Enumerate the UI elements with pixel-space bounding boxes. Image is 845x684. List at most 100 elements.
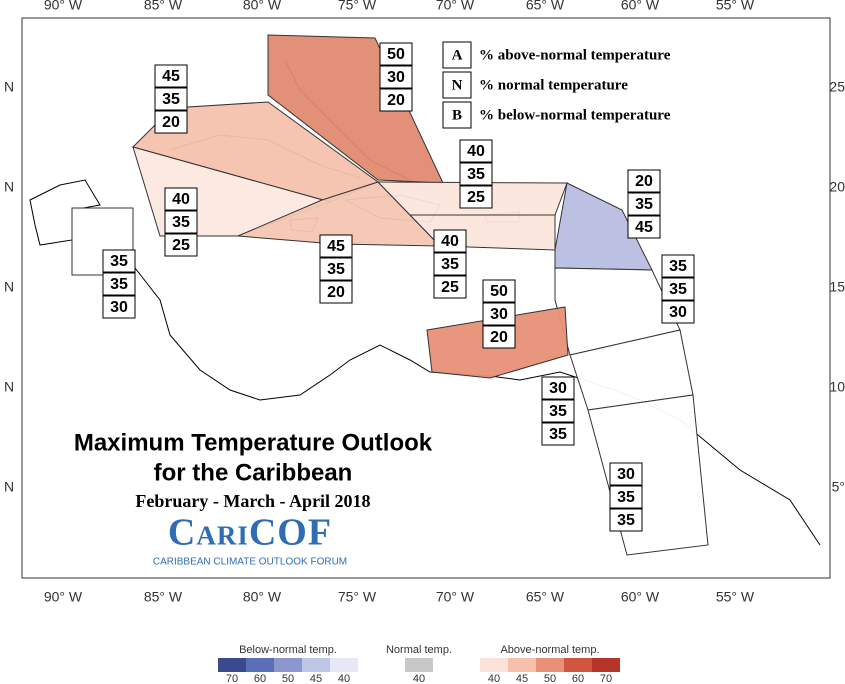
colorbar-swatch (405, 658, 433, 672)
logo-subtitle: CARIBBEAN CLIMATE OUTLOOK FORUM (153, 557, 347, 568)
prob-value: 25 (172, 237, 190, 254)
prob-box (164, 187, 198, 211)
prob-box (661, 277, 695, 301)
prob-value: 25 (467, 189, 485, 206)
key-letter: N (452, 77, 463, 93)
lat-label-right: 25 (829, 79, 845, 95)
prob-box (459, 185, 493, 209)
lon-label-top: 65° W (526, 0, 565, 13)
prob-box (627, 192, 661, 216)
lat-label-right: 5° (832, 479, 845, 495)
logo-name: CariCOF (168, 512, 332, 554)
lat-label-left: N (4, 279, 14, 295)
prob-box (541, 422, 575, 446)
prob-value: 40 (441, 233, 459, 250)
lon-label-bottom: 90° W (44, 589, 83, 605)
prob-value: 35 (617, 512, 635, 529)
prob-value: 30 (669, 304, 687, 321)
prob-box (154, 87, 188, 111)
colorbar-tick: 45 (310, 673, 322, 684)
prob-box (541, 399, 575, 423)
key: A % above-normal temperature N % normal tem… (442, 41, 671, 129)
prob-value: 40 (172, 191, 190, 208)
prob-value: 35 (549, 403, 567, 420)
lat-label-right: 10 (829, 379, 845, 395)
prob-box (433, 252, 467, 276)
zone (267, 34, 444, 184)
prob-box (609, 462, 643, 486)
colorbar-swatch (330, 658, 358, 672)
title-line2: for the Caribbean (154, 459, 353, 486)
key-box (442, 71, 472, 99)
prob-box (627, 215, 661, 239)
lon-label-top: 75° W (338, 0, 377, 13)
colorbar-tick: 50 (544, 673, 556, 684)
colorbar-swatch (218, 658, 246, 672)
prob-box (319, 280, 353, 304)
key-box (442, 41, 472, 69)
prob-box (541, 376, 575, 400)
colorbar-swatch (536, 658, 564, 672)
key-text: % below-normal temperature (479, 107, 671, 123)
colorbar-swatch (246, 658, 274, 672)
prob-value: 50 (387, 46, 405, 63)
prob-box (482, 325, 516, 349)
zones: 50 30 20 45 35 20 40 35 25 45 35 20 40 35 25 40 35 25 20 35… (71, 34, 709, 556)
colorbar-label: Normal temp. (386, 644, 452, 656)
lon-label-top: 70° W (436, 0, 475, 13)
colorbar-tick: 50 (282, 673, 294, 684)
prob-value: 20 (387, 92, 405, 109)
prob-value: 30 (617, 466, 635, 483)
lon-label-top: 60° W (621, 0, 660, 13)
prob-box (482, 302, 516, 326)
colorbar-tick: 40 (338, 673, 350, 684)
lon-label-bottom: 70° W (436, 589, 475, 605)
colorbar-label: Below-normal temp. (239, 644, 337, 656)
prob-box (102, 272, 136, 296)
prob-value: 30 (549, 380, 567, 397)
colorbar-tick: 70 (226, 673, 238, 684)
lon-label-bottom: 75° W (338, 589, 377, 605)
prob-box (102, 249, 136, 273)
season: February - March - April 2018 (135, 491, 370, 511)
title: Maximum Temperature Outlook (74, 429, 433, 456)
lat-label-right: 20 (829, 179, 845, 195)
prob-value: 20 (327, 284, 345, 301)
prob-box (379, 65, 413, 89)
prob-value: 35 (467, 166, 485, 183)
key-letter: A (452, 47, 463, 63)
lat-label-left: N (4, 179, 14, 195)
lat-label-left: N (4, 479, 14, 495)
prob-value: 35 (327, 261, 345, 278)
prob-value: 35 (162, 91, 180, 108)
prob-value: 35 (549, 426, 567, 443)
prob-value: 35 (110, 253, 128, 270)
lat-label-right: 15 (829, 279, 845, 295)
lon-label-top: 80° W (243, 0, 282, 13)
prob-box (379, 42, 413, 66)
lon-label-top: 90° W (44, 0, 83, 13)
colorbar-label: Above-normal temp. (500, 644, 599, 656)
prob-box (459, 162, 493, 186)
prob-value: 50 (490, 283, 508, 300)
colorbar-tick: 60 (572, 673, 584, 684)
colorbar-swatch (564, 658, 592, 672)
key-box (442, 101, 472, 129)
prob-box (154, 64, 188, 88)
lon-label-bottom: 65° W (526, 589, 565, 605)
prob-box (164, 233, 198, 257)
prob-box (609, 508, 643, 532)
colorbar-tick: 40 (413, 673, 425, 684)
prob-box (609, 485, 643, 509)
prob-value: 30 (387, 69, 405, 86)
colorbar-swatch (592, 658, 620, 672)
prob-value: 35 (110, 276, 128, 293)
prob-box (319, 234, 353, 258)
colorbar-swatch (302, 658, 330, 672)
lon-label-bottom: 60° W (621, 589, 660, 605)
lon-label-bottom: 80° W (243, 589, 282, 605)
prob-box (319, 257, 353, 281)
prob-box (102, 295, 136, 319)
colorbar-tick: 70 (600, 673, 612, 684)
